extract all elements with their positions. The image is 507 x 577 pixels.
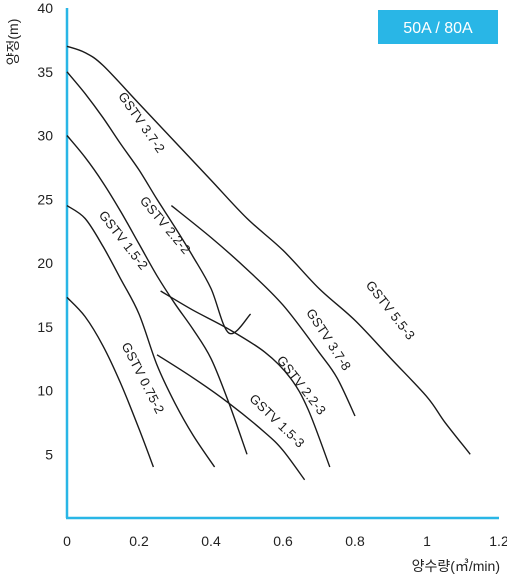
- series-label: GSTV 3.7-2: [115, 89, 168, 155]
- y-tick-label: 10: [37, 383, 53, 399]
- series-label: GSTV 2.2-2: [137, 193, 194, 257]
- y-axis-title: 양정(m): [5, 19, 21, 66]
- x-tick-label: 0.2: [129, 533, 149, 549]
- x-tick-label: 0: [63, 533, 71, 549]
- series-label: GSTV 0.75-2: [119, 340, 168, 416]
- series-curve: [156, 354, 306, 481]
- y-tick-label: 25: [37, 191, 53, 207]
- y-tick-label: 35: [37, 64, 53, 80]
- series-label: GSTV 3.7-8: [303, 306, 354, 373]
- series-curve: [170, 205, 356, 417]
- series-label: GSTV 2.2-3: [274, 353, 329, 418]
- x-axis-title: 양수량(㎥/min): [412, 558, 500, 574]
- x-tick-label: 0.8: [345, 533, 365, 549]
- y-tick-label: 5: [45, 446, 53, 462]
- series-curve: [66, 135, 248, 455]
- series-curve: [66, 296, 155, 468]
- series-curves: [66, 45, 471, 481]
- y-tick-label: 30: [37, 128, 53, 144]
- model-badge-text: 50A / 80A: [403, 20, 473, 37]
- x-tick-label: 0.6: [273, 533, 293, 549]
- y-tick-label: 15: [37, 319, 53, 335]
- series-curve: [160, 290, 331, 468]
- y-tick-labels: 5 10 15 20 25 30 35 40: [37, 0, 53, 462]
- series-curve: [66, 71, 252, 335]
- y-tick-label: 40: [37, 0, 53, 16]
- model-badge: 50A / 80A: [378, 10, 498, 44]
- y-tick-label: 20: [37, 255, 53, 271]
- series-label: GSTV 5.5-3: [363, 278, 418, 343]
- x-tick-labels: 0 0.2 0.4 0.6 0.8 1 1.2: [63, 533, 507, 549]
- series-curve: [66, 45, 471, 455]
- x-tick-label: 1: [423, 533, 431, 549]
- series-curve: [66, 205, 216, 468]
- series-label: GSTV 1.5-3: [247, 391, 308, 451]
- x-tick-label: 0.4: [201, 533, 221, 549]
- x-tick-label: 1.2: [489, 533, 507, 549]
